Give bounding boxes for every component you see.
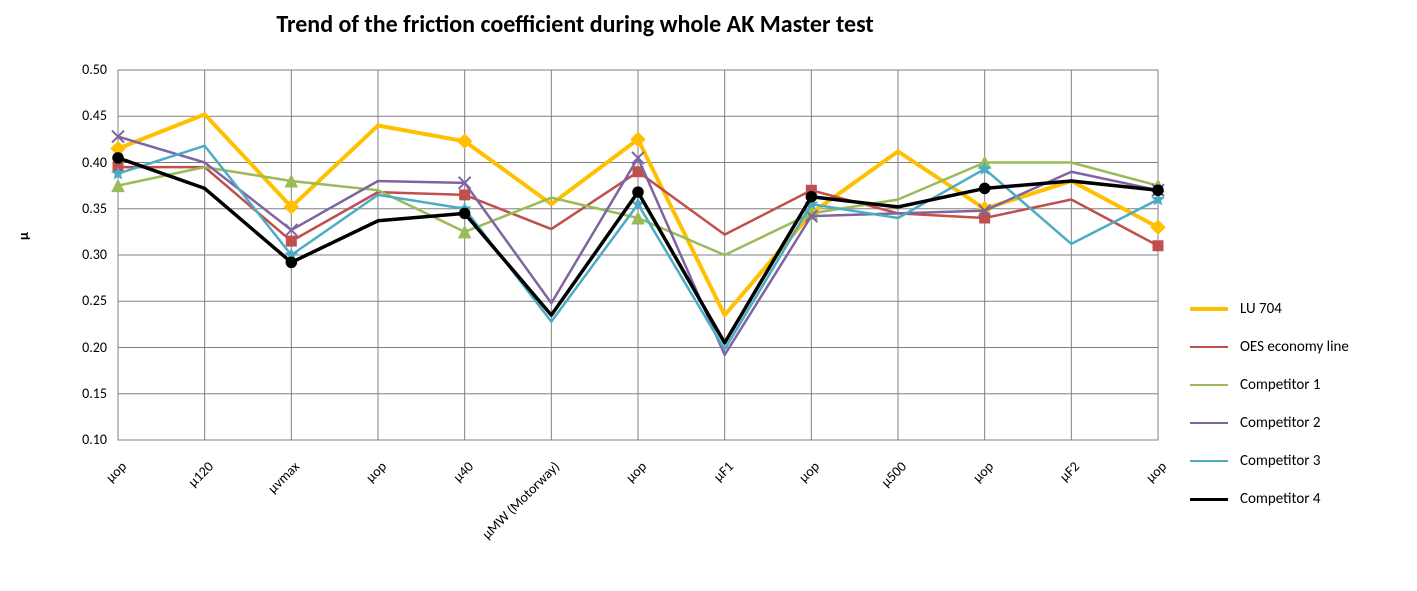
legend-swatch: [1190, 307, 1228, 311]
legend-label: Competitor 1: [1240, 376, 1321, 394]
y-tick-label: 0.15: [17, 385, 107, 402]
legend-label: Competitor 3: [1240, 452, 1321, 470]
series-marker: [286, 236, 296, 246]
legend-item: Competitor 3: [1190, 452, 1349, 470]
legend-item: LU 704: [1190, 300, 1349, 318]
legend-label: Competitor 4: [1240, 490, 1321, 508]
series-marker: [460, 208, 470, 218]
y-tick-label: 0.10: [17, 431, 107, 448]
legend-swatch: [1190, 460, 1228, 462]
legend-swatch: [1190, 384, 1228, 386]
series-marker: [1153, 185, 1163, 195]
y-tick-label: 0.25: [17, 292, 107, 309]
series-marker: [460, 190, 470, 200]
y-tick-label: 0.20: [17, 339, 107, 356]
legend-swatch: [1190, 422, 1228, 424]
legend-label: OES economy line: [1240, 338, 1349, 356]
y-tick-label: 0.40: [17, 154, 107, 171]
series-marker: [113, 153, 123, 163]
legend-swatch: [1190, 346, 1228, 348]
y-tick-label: 0.30: [17, 246, 107, 263]
series-marker: [286, 257, 296, 267]
series-marker: [1153, 241, 1163, 251]
series-marker: [806, 192, 816, 202]
legend-item: Competitor 2: [1190, 414, 1349, 432]
legend-item: Competitor 1: [1190, 376, 1349, 394]
series-marker: [633, 187, 643, 197]
y-tick-label: 0.50: [17, 61, 107, 78]
friction-trend-chart: Trend of the friction coefficient during…: [0, 0, 1417, 591]
legend-label: LU 704: [1240, 300, 1282, 318]
legend-swatch: [1190, 498, 1228, 501]
legend-label: Competitor 2: [1240, 414, 1321, 432]
y-tick-label: 0.35: [17, 200, 107, 217]
legend-item: OES economy line: [1190, 338, 1349, 356]
y-tick-label: 0.45: [17, 107, 107, 124]
series-marker: [980, 183, 990, 193]
legend-item: Competitor 4: [1190, 490, 1349, 508]
legend: LU 704 OES economy line Competitor 1 Compet…: [1190, 300, 1349, 528]
